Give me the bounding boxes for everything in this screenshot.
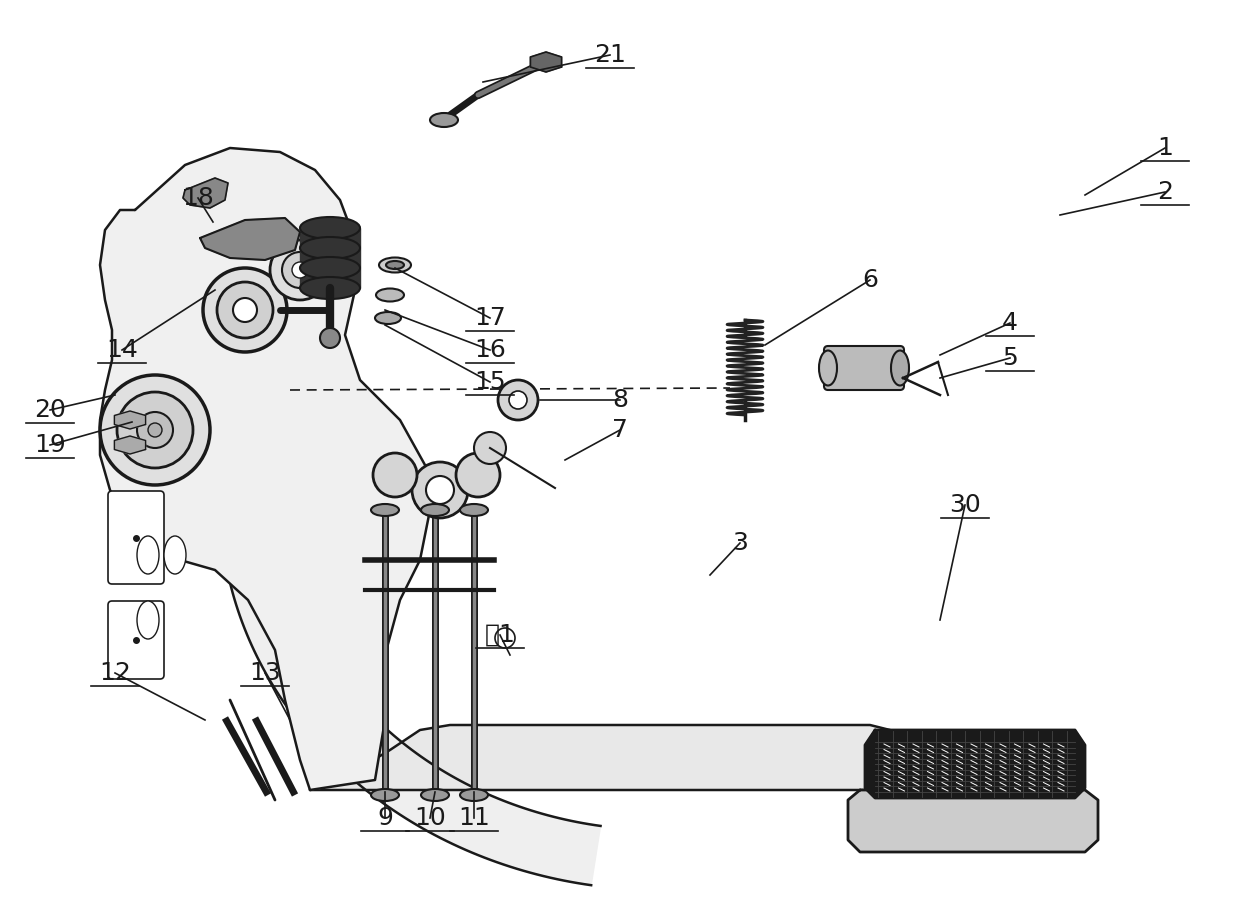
Circle shape	[233, 298, 257, 322]
Text: 14: 14	[107, 338, 138, 362]
Polygon shape	[200, 218, 300, 260]
Ellipse shape	[300, 217, 360, 239]
Text: 7: 7	[613, 418, 627, 442]
Circle shape	[270, 240, 330, 300]
Ellipse shape	[136, 601, 159, 639]
Circle shape	[427, 476, 454, 504]
Polygon shape	[184, 178, 228, 208]
Circle shape	[291, 262, 308, 278]
Circle shape	[217, 282, 273, 338]
Ellipse shape	[136, 536, 159, 574]
Ellipse shape	[376, 288, 404, 302]
Text: 9: 9	[377, 806, 393, 830]
Ellipse shape	[300, 237, 360, 259]
Circle shape	[117, 392, 193, 468]
Ellipse shape	[164, 536, 186, 574]
Text: 5: 5	[1002, 346, 1018, 370]
Text: 3: 3	[732, 531, 748, 555]
Ellipse shape	[460, 789, 489, 801]
Text: 17: 17	[474, 306, 506, 330]
Circle shape	[203, 268, 286, 352]
Text: 12: 12	[99, 661, 131, 685]
Text: 1: 1	[1157, 136, 1173, 160]
Text: 4: 4	[1002, 311, 1018, 335]
Circle shape	[136, 412, 174, 448]
Ellipse shape	[430, 113, 458, 127]
Circle shape	[498, 380, 538, 420]
Text: 20: 20	[33, 398, 66, 422]
Text: 孶1: 孶1	[485, 623, 516, 647]
Circle shape	[508, 391, 527, 409]
Polygon shape	[219, 439, 600, 885]
Text: 15: 15	[474, 370, 506, 394]
FancyBboxPatch shape	[825, 346, 904, 390]
Text: 30: 30	[949, 493, 981, 517]
Circle shape	[474, 432, 506, 464]
Ellipse shape	[460, 504, 489, 516]
Ellipse shape	[371, 789, 399, 801]
Circle shape	[100, 375, 210, 485]
Text: 13: 13	[249, 661, 281, 685]
Text: 18: 18	[182, 186, 215, 210]
Polygon shape	[114, 411, 145, 429]
Circle shape	[148, 423, 162, 437]
Circle shape	[412, 462, 467, 518]
Circle shape	[456, 453, 500, 497]
Polygon shape	[848, 790, 1097, 852]
Text: 2: 2	[1157, 180, 1173, 204]
Circle shape	[495, 628, 515, 648]
Text: 10: 10	[414, 806, 446, 830]
Polygon shape	[114, 436, 145, 454]
Ellipse shape	[422, 789, 449, 801]
Polygon shape	[531, 52, 562, 72]
FancyBboxPatch shape	[108, 601, 164, 679]
Ellipse shape	[422, 504, 449, 516]
Polygon shape	[100, 148, 430, 790]
Text: 8: 8	[613, 388, 627, 412]
Text: 16: 16	[474, 338, 506, 362]
FancyBboxPatch shape	[108, 491, 164, 584]
Circle shape	[320, 328, 340, 348]
Polygon shape	[310, 725, 910, 790]
Text: 11: 11	[458, 806, 490, 830]
Polygon shape	[866, 730, 1085, 798]
Ellipse shape	[386, 261, 404, 269]
Circle shape	[281, 252, 317, 288]
Ellipse shape	[300, 277, 360, 299]
Ellipse shape	[371, 504, 399, 516]
Text: 6: 6	[862, 268, 878, 292]
Ellipse shape	[892, 350, 909, 386]
Text: 19: 19	[35, 433, 66, 457]
Ellipse shape	[374, 312, 401, 324]
Ellipse shape	[379, 258, 410, 272]
Ellipse shape	[818, 350, 837, 386]
Ellipse shape	[300, 257, 360, 279]
Text: 21: 21	[594, 43, 626, 67]
Polygon shape	[300, 228, 360, 288]
Circle shape	[373, 453, 417, 497]
